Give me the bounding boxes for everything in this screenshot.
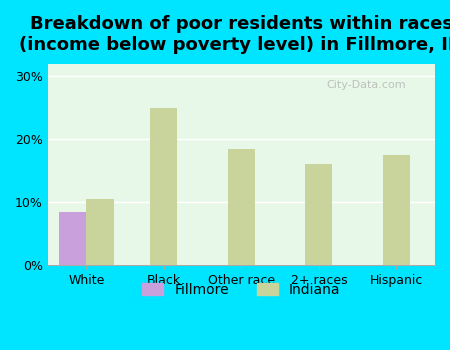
Bar bbox=[59, 212, 86, 265]
Bar bbox=[228, 149, 255, 265]
Bar bbox=[382, 155, 410, 265]
Text: City-Data.com: City-Data.com bbox=[327, 80, 406, 90]
Bar bbox=[86, 199, 113, 265]
Legend: Fillmore, Indiana: Fillmore, Indiana bbox=[137, 278, 346, 302]
Title: Breakdown of poor residents within races
(income below poverty level) in Fillmor: Breakdown of poor residents within races… bbox=[19, 15, 450, 54]
Bar bbox=[305, 164, 333, 265]
Bar bbox=[150, 108, 177, 265]
